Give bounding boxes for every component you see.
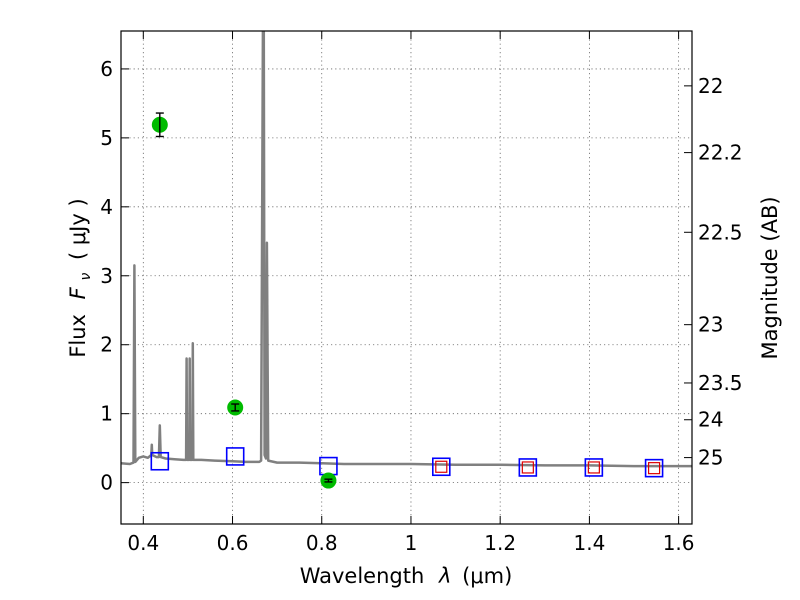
spectrum-line <box>121 31 692 468</box>
y-tick-label: 2 <box>100 333 113 357</box>
x-axis-label-text: Wavelength <box>300 564 425 588</box>
blue-square-marker <box>518 458 538 477</box>
x-tick-label: 1.2 <box>484 531 516 555</box>
red-square-marker <box>587 461 600 474</box>
tick-labels: 0.4 0.6 0.8 1 1.2 1.4 1.601234562222.222.52323… <box>100 57 742 555</box>
y-axis-label-symbol: F <box>66 286 90 299</box>
x-tick-label: 1.6 <box>663 531 695 555</box>
red-square-marker <box>435 460 448 473</box>
y-axis-label-text: Flux <box>66 314 90 358</box>
y2-tick-label: 23 <box>698 313 723 337</box>
y-tick-label: 5 <box>100 126 113 150</box>
y2-tick-label: 25 <box>698 446 723 470</box>
y-tick-label: 0 <box>100 471 113 495</box>
y2-tick-label: 23.5 <box>698 371 743 395</box>
blue-square-marker <box>150 451 170 471</box>
y-tick-label: 3 <box>100 264 113 288</box>
y-tick-label: 1 <box>100 402 113 426</box>
x-tick-label: 1.4 <box>573 531 605 555</box>
y-axis-label-unit: ( μJy ) <box>66 198 90 260</box>
y-axis-label: Flux F ν ( μJy ) <box>66 198 95 357</box>
x-axis-label-unit: (μm) <box>462 564 512 588</box>
x-axis-label: Wavelength λ (μm) <box>300 564 513 588</box>
x-tick-label: 0.6 <box>217 531 249 555</box>
x-tick-label: 0.8 <box>306 531 338 555</box>
y2-tick-label: 22 <box>698 74 723 98</box>
axes-frame <box>120 30 693 525</box>
y-tick-label: 6 <box>100 57 113 81</box>
series-layer <box>121 31 692 489</box>
y-tick-label: 4 <box>100 195 113 219</box>
y2-tick-label: 24 <box>698 408 723 432</box>
red-square-marker <box>647 462 661 475</box>
y2-tick-label: 22.2 <box>698 141 743 165</box>
blue-square-marker <box>644 458 664 478</box>
blue-square-marker <box>431 457 451 477</box>
blue-square-marker <box>584 458 604 477</box>
red-square-marker <box>521 461 534 474</box>
y2-tick-label: 22.5 <box>698 220 743 244</box>
axes-border <box>120 30 693 525</box>
x-tick-label: 1 <box>405 531 418 555</box>
x-tick-label: 0.4 <box>127 531 159 555</box>
x-axis-label-symbol: λ <box>438 564 451 588</box>
y-axis-label-subscript: ν <box>78 273 94 281</box>
y2-axis-label: Magnitude (AB) <box>758 196 782 359</box>
blue-square-marker <box>225 447 245 466</box>
